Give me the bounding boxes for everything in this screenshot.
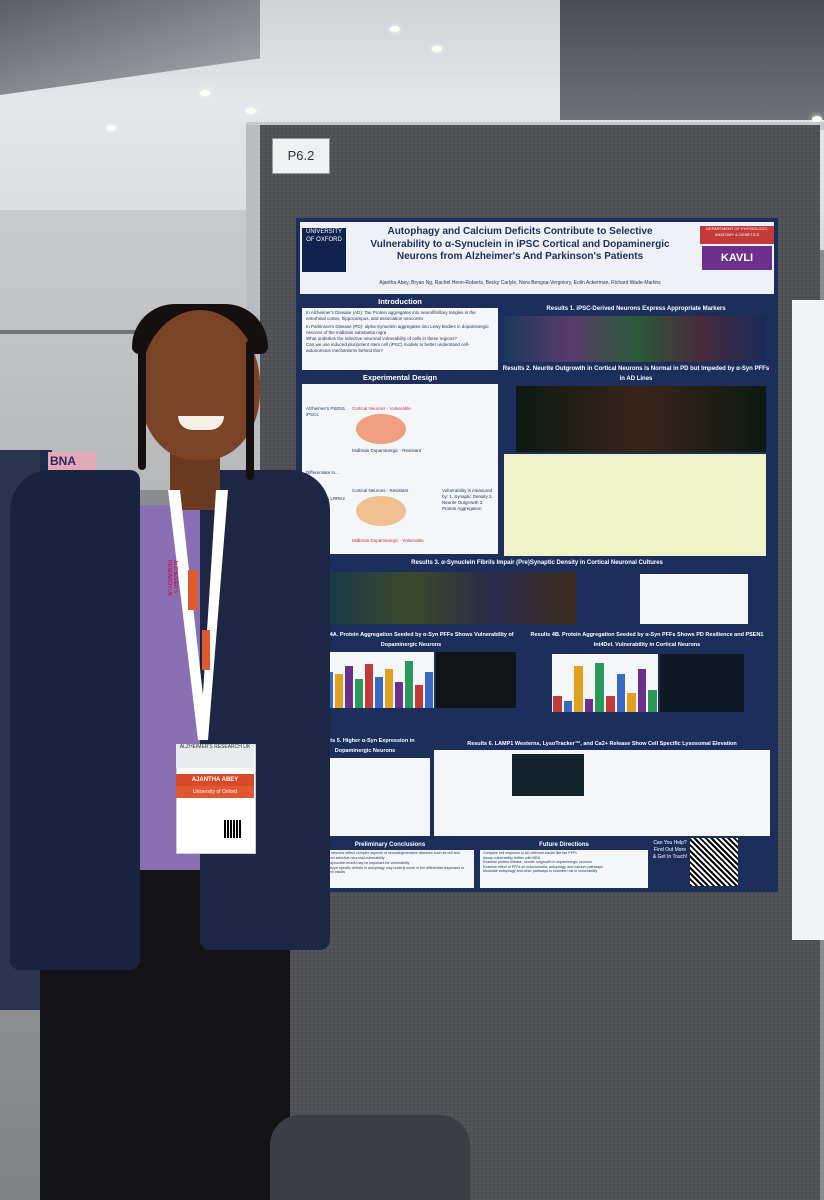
results4a-micrographs [436, 652, 516, 708]
conclusions-panel: iPSC-derived neurons reflect complex asp… [306, 850, 474, 888]
lanyard-text: ALZHEIMER'S RESEARCH UK [166, 560, 178, 597]
results6-panel [434, 750, 770, 836]
results4b-micrographs [660, 654, 744, 712]
lysotracker-micrograph [512, 754, 584, 796]
cortical-resistant-label: Cortical Neurons - Resistant [352, 488, 409, 493]
chart-bar [606, 695, 615, 712]
brain-icon [356, 414, 406, 444]
chart-bar [375, 676, 383, 708]
results1-micrographs [504, 316, 766, 362]
person-jacket [10, 470, 140, 970]
results6-heading: Results 6. LAMP1 Westerns, LysoTracker™,… [432, 738, 772, 750]
ceiling-light [246, 108, 256, 114]
conclusion-point: Differential α-synuclein levels may be i… [309, 861, 410, 866]
chart-bar [574, 666, 583, 712]
conclusions-heading: Preliminary Conclusions [306, 840, 474, 850]
intro-point: Can we use induced pluripotent stem cell… [306, 342, 470, 353]
chart-bar [553, 695, 562, 712]
badge-name: AJANTHA ABEY [176, 774, 254, 786]
results1-heading: Results 1. iPSC-Derived Neurons Express … [500, 304, 772, 314]
chart-bar [648, 690, 657, 712]
person-braid [138, 340, 146, 470]
person-face [140, 310, 260, 460]
intro-point: What underlies the selective neuronal vu… [306, 336, 457, 341]
results3-micrographs [330, 572, 576, 624]
chart-bar [335, 674, 343, 708]
chart-bar [425, 671, 433, 708]
results2-line-charts [504, 454, 766, 556]
chart-bar [405, 661, 413, 708]
person-braid [246, 340, 254, 480]
ceiling-light [812, 116, 822, 122]
results4a-bar-chart [314, 652, 434, 708]
midbrain-resistant-label: Midbrain Dopaminergic - Resistant [352, 448, 422, 453]
backpack [270, 1115, 470, 1200]
chart-bar [365, 663, 373, 708]
badge-org: University of Oxford [176, 786, 254, 798]
future-heading: Future Directions [480, 840, 648, 850]
poster-authors: Ajantha Abey, Bryan Ng, Rachel Heon-Robe… [379, 280, 661, 286]
midbrain-vulnerable-label: Midbrain Dopaminergic - Vulnerable [352, 538, 424, 543]
chart-bar [355, 679, 363, 708]
vulnerability-measures: Vulnerability is measured by: 1. Synapti… [442, 488, 493, 511]
chart-bar [385, 669, 393, 708]
oxford-logo: UNIVERSITY OF OXFORD [302, 228, 346, 272]
differentiate-label: Differentiate to... [306, 470, 339, 475]
chart-bar [415, 684, 423, 708]
chart-bar [637, 668, 647, 712]
intro-panel: In Alzheimer's Disease (AD): Tau Protein… [302, 308, 498, 370]
design-panel: Alzheimer's PSEN1 iPSCs Cortical Neurons… [302, 384, 498, 554]
chart-bar [616, 674, 626, 712]
physiology-logo: DEPARTMENT OF PHYSIOLOGY, ANATOMY & GENE… [700, 226, 774, 244]
kavli-logo: KAVLI [702, 246, 772, 270]
future-point: Assay vulnerability further with MEA [483, 855, 541, 860]
ceiling-light [106, 125, 116, 131]
conclusion-point: iPSC-derived neurons reflect complex asp… [309, 851, 460, 860]
chart-bar [595, 663, 604, 712]
results3-heading: Results 3. α-Synuclein Fibrils Impair (P… [302, 558, 772, 568]
design-heading: Experimental Design [302, 372, 498, 384]
poster-header [300, 222, 774, 294]
future-panel: Compare cell response to AD-relevant ins… [480, 850, 648, 888]
future-point: Examine effect of PFFs on mitochondria, … [483, 864, 603, 869]
results4a-heading: Results 4A. Protein Aggregation Seeded b… [304, 630, 518, 650]
brain-icon [356, 496, 406, 526]
future-point: Examine protein release, neurite outgrow… [483, 860, 592, 865]
intro-point: In Parkinson's Disease (PD): alpha-Synuc… [306, 324, 489, 335]
chart-bar [563, 701, 573, 712]
badge-qr-code [224, 820, 242, 838]
chart-bar [627, 693, 636, 712]
qr-code[interactable] [690, 838, 738, 886]
results4b-bar-chart [552, 654, 658, 712]
help-text: Can You Help? Find Out More & Get In Tou… [652, 840, 688, 860]
results3-bar-chart [640, 574, 748, 624]
alz-label: Alzheimer's PSEN1 iPSCs [306, 406, 346, 417]
badge-event: ALZHEIMER'S RESEARCH UK [176, 744, 254, 768]
results2-micrographs [516, 386, 766, 452]
results2-heading: Results 2. Neurite Outgrowth in Cortical… [500, 364, 772, 384]
chart-bar [584, 698, 594, 712]
conclusion-point: Cell and genotype specific deficits in a… [309, 865, 465, 875]
board-number: P6.2 [272, 138, 330, 174]
intro-point: In Alzheimer's Disease (AD): Tau Protein… [306, 310, 476, 321]
cortical-vulnerable-label: Cortical Neurons - Vulnerable [352, 406, 411, 411]
intro-heading: Introduction [302, 296, 498, 308]
person-smile [178, 416, 224, 430]
ceiling-girder [560, 0, 824, 120]
ceiling-light [200, 90, 210, 96]
poster-title: Autophagy and Calcium Deficits Contribut… [370, 226, 670, 262]
lanyard [168, 490, 228, 740]
ceiling-light [390, 26, 400, 32]
chart-bar [345, 666, 353, 708]
neighbor-poster [792, 300, 824, 940]
chart-bar [395, 682, 403, 708]
results5-heading: Results 5. Higher α-Syn Expression in Do… [302, 736, 428, 756]
results4b-heading: Results 4B. Protein Aggregation Seeded b… [522, 630, 772, 650]
future-point: Modulate autophagy and other pathways to… [483, 869, 598, 874]
future-point: Compare cell response to AD-relevant ins… [483, 851, 577, 855]
ceiling-light [432, 46, 442, 52]
balcony-rail [0, 330, 260, 334]
